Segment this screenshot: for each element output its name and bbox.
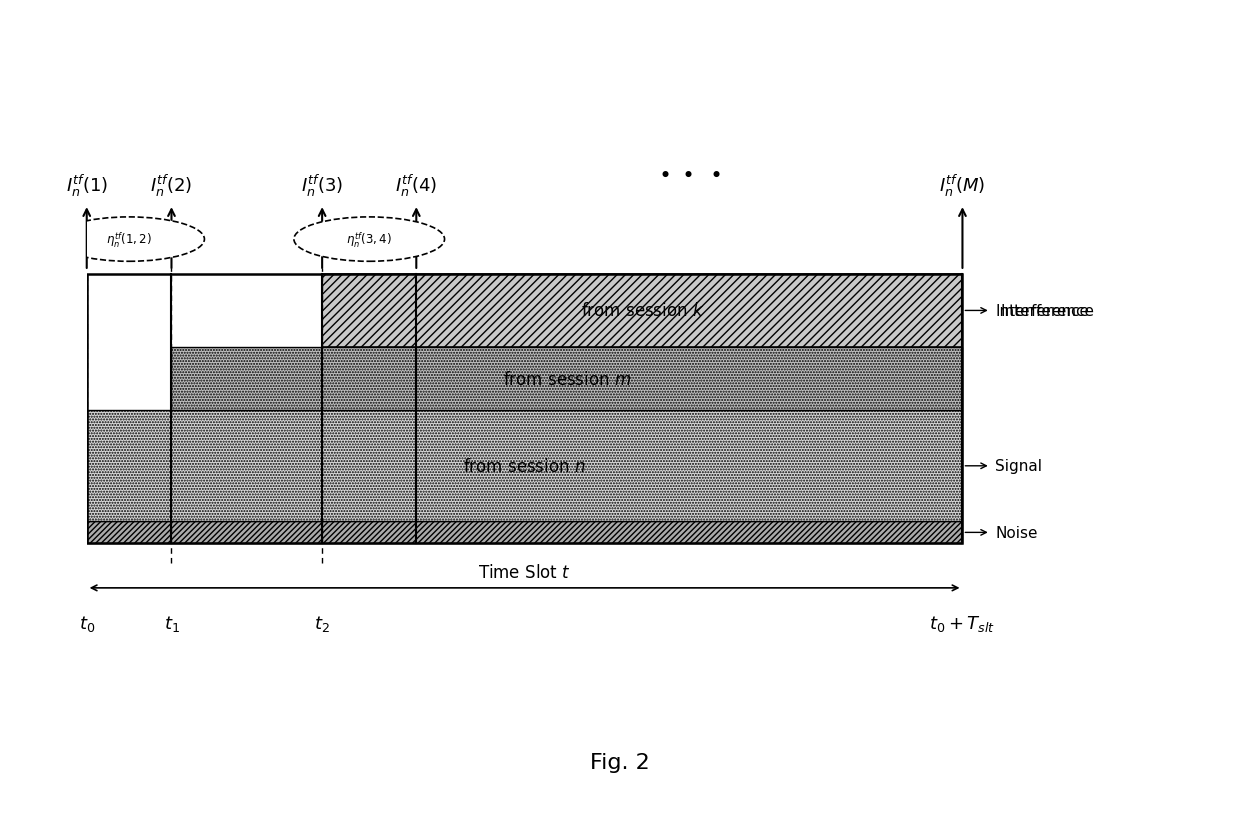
Bar xyxy=(87,274,963,544)
Text: $I_n^{tf}(4)$: $I_n^{tf}(4)$ xyxy=(395,173,437,199)
Text: $\eta_n^{tf}(1,2)$: $\eta_n^{tf}(1,2)$ xyxy=(107,230,152,250)
Ellipse shape xyxy=(294,218,445,262)
Text: $\bullet\ \bullet\ \bullet$: $\bullet\ \bullet\ \bullet$ xyxy=(658,163,721,183)
Text: from session $k$: from session $k$ xyxy=(581,302,704,320)
Bar xyxy=(87,522,963,544)
Bar xyxy=(87,411,963,522)
Text: $\eta_n^{tf}(3,4)$: $\eta_n^{tf}(3,4)$ xyxy=(347,230,392,250)
Text: $t_0 + T_{slt}$: $t_0 + T_{slt}$ xyxy=(929,613,995,633)
Text: $I_n^{tf}(2)$: $I_n^{tf}(2)$ xyxy=(150,173,192,199)
Text: $I_n^{tf}(1)$: $I_n^{tf}(1)$ xyxy=(66,173,108,199)
Text: from session $m$: from session $m$ xyxy=(503,370,631,388)
Text: Interference: Interference xyxy=(995,304,1089,319)
Text: Signal: Signal xyxy=(995,459,1042,473)
Bar xyxy=(322,274,963,347)
Text: from session $n$: from session $n$ xyxy=(463,457,586,475)
Ellipse shape xyxy=(53,218,204,262)
Text: $I_n^{tf}(3)$: $I_n^{tf}(3)$ xyxy=(301,173,343,199)
Text: $I_n^{tf}(M)$: $I_n^{tf}(M)$ xyxy=(939,173,986,199)
Text: $t_2$: $t_2$ xyxy=(315,613,330,633)
Text: Interference: Interference xyxy=(1000,304,1094,319)
Text: Noise: Noise xyxy=(995,525,1038,541)
Text: Fig. 2: Fig. 2 xyxy=(590,752,649,771)
Text: $t_0$: $t_0$ xyxy=(78,613,95,633)
Text: Time Slot $t$: Time Slot $t$ xyxy=(478,563,571,581)
Text: $t_1$: $t_1$ xyxy=(164,613,180,633)
Bar xyxy=(171,347,963,411)
